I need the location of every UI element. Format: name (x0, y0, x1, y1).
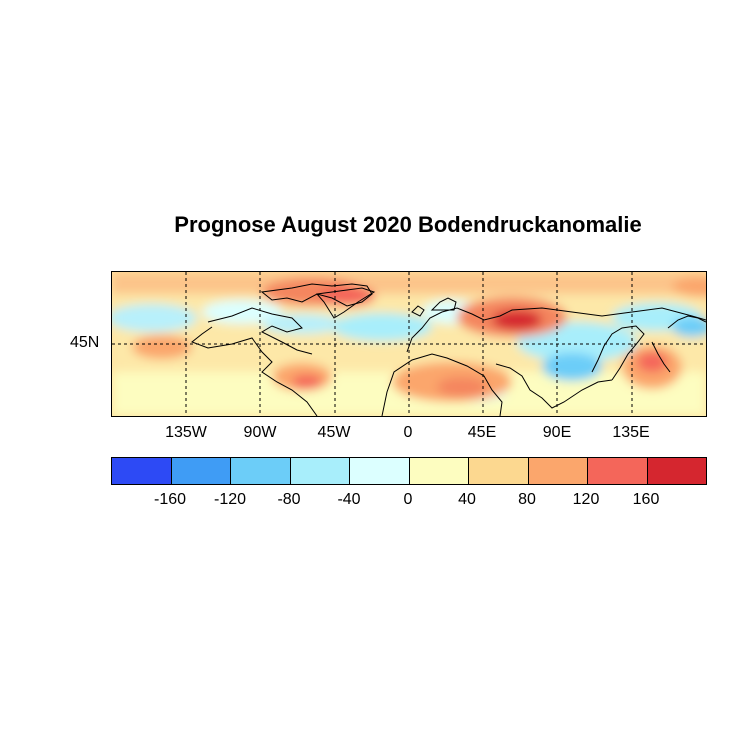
colorbar-swatch (171, 458, 231, 484)
map-title: Prognose August 2020 Bodendruckanomalie (174, 212, 642, 237)
lat-label-45n: 45N (70, 334, 100, 351)
colorbar-tick-label: -80 (277, 491, 301, 508)
lon-label-135w: 135W (165, 424, 207, 441)
colorbar-tick-label: -40 (337, 491, 361, 508)
colorbar-tick-label: 0 (403, 491, 413, 508)
lon-label-45e: 45E (467, 424, 497, 441)
colorbar-swatch (350, 458, 410, 484)
colorbar-swatch (231, 458, 291, 484)
map-canvas (112, 272, 706, 416)
colorbar-tick-label: 160 (632, 491, 660, 508)
colorbar-tick-label: 80 (518, 491, 536, 508)
colorbar-tick-label: 40 (458, 491, 476, 508)
colorbar-tick-label: 120 (572, 491, 600, 508)
colorbar-tick-label: -120 (213, 491, 247, 508)
colorbar-swatch (112, 458, 172, 484)
lon-label-90e: 90E (542, 424, 572, 441)
colorbar-swatch (588, 458, 648, 484)
colorbar-swatch (469, 458, 529, 484)
colorbar (111, 457, 707, 485)
lon-label-0: 0 (403, 424, 413, 441)
lon-label-45w: 45W (317, 424, 351, 441)
lon-label-135e: 135E (612, 424, 650, 441)
colorbar-tick-label: -160 (153, 491, 187, 508)
colorbar-swatch (528, 458, 588, 484)
colorbar-swatch (409, 458, 469, 484)
colorbar-swatch (290, 458, 350, 484)
colorbar-swatch (647, 458, 706, 484)
anomaly-map (111, 271, 707, 417)
lon-label-90w: 90W (243, 424, 277, 441)
